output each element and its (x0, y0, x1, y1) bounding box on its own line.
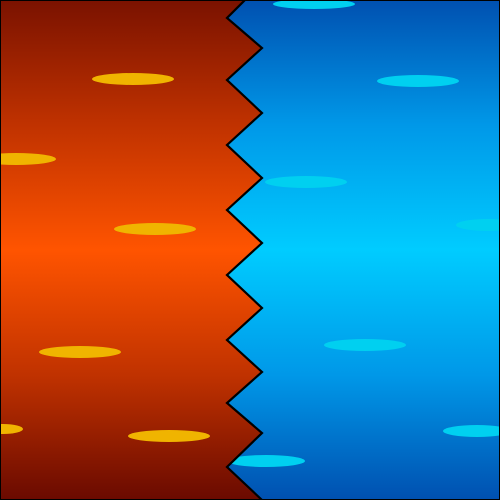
water-spot (273, 0, 355, 9)
fire-panel (0, 0, 262, 500)
water-spot (265, 176, 347, 188)
fire-spot (92, 73, 174, 85)
fire-spot (0, 153, 56, 165)
fire-spot (128, 430, 210, 442)
water-spot (324, 339, 406, 351)
fire-spots (0, 73, 210, 442)
water-spot (227, 455, 305, 467)
water-spots (227, 0, 500, 467)
fire-spot (0, 424, 23, 434)
fire-spot (39, 346, 121, 358)
water-spot (377, 75, 459, 87)
fire-spot (114, 223, 196, 235)
water-spot (456, 219, 500, 231)
water-spot (443, 425, 500, 437)
zigzag-divider (225, 0, 264, 500)
